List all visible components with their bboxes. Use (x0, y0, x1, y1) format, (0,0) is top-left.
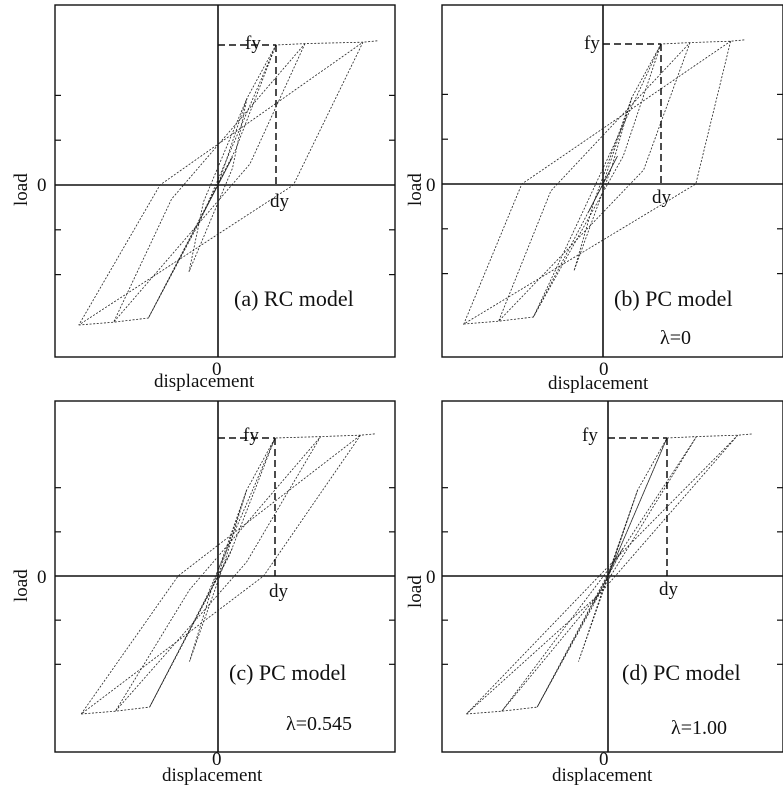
y-tick-zero: 0 (37, 567, 47, 588)
x-axis-label: displacement (154, 371, 255, 392)
fy-label: fy (245, 33, 261, 54)
envelope-curve (463, 39, 746, 325)
panel-caption: (b) PC model (614, 286, 733, 311)
hysteresis-loop (466, 434, 739, 715)
x-tick-zero: 0 (599, 749, 609, 770)
chart-panel-b: load 0 0 displacement fy dy (b) PC model… (392, 0, 783, 396)
hysteresis-loop (148, 44, 277, 319)
y-axis-label: load (405, 173, 426, 206)
y-axis-label: load (11, 173, 32, 206)
y-tick-zero: 0 (426, 175, 436, 196)
x-tick-zero: 0 (599, 359, 609, 380)
panel-caption: (a) RC model (234, 286, 354, 311)
fy-label: fy (582, 425, 598, 446)
plot-frame (54, 4, 396, 358)
y-axis-label: load (11, 569, 32, 602)
envelope-curve (466, 433, 753, 715)
hysteresis-loop (78, 41, 364, 326)
x-tick-zero: 0 (212, 749, 222, 770)
envelope-curve (81, 433, 375, 715)
panel-caption: (d) PC model (622, 660, 741, 685)
x-tick-zero: 0 (212, 359, 222, 380)
chart-panel-d: load 0 0 displacement fy dy (d) PC model… (392, 396, 783, 792)
envelope-curve (78, 40, 378, 326)
chart-plot-b (441, 4, 783, 358)
plot-frame (441, 4, 783, 358)
dy-label: dy (270, 191, 289, 212)
hysteresis-loop (149, 437, 276, 708)
hysteresis-loop (188, 98, 248, 272)
hysteresis-loop (573, 97, 633, 271)
lambda-label: λ=0.545 (286, 713, 352, 735)
chart-plot-d (441, 400, 783, 753)
y-tick-zero: 0 (37, 175, 47, 196)
chart-plot-c (54, 400, 396, 753)
hysteresis-loop (501, 436, 697, 712)
chart-panel-a: load 0 0 displacement fy dy (a) RC model (0, 0, 396, 396)
hysteresis-loop (533, 43, 662, 318)
lambda-label: λ=0 (660, 327, 691, 349)
x-axis-label: displacement (552, 765, 653, 786)
lambda-label: λ=1.00 (671, 717, 727, 739)
y-axis-label: load (405, 575, 426, 608)
hysteresis-loop (498, 42, 691, 322)
chart-panel-c: load 0 0 displacement fy dy (c) PC model… (0, 396, 396, 792)
dy-label: dy (652, 187, 671, 208)
hysteresis-loop (115, 436, 321, 712)
y-tick-zero: 0 (426, 567, 436, 588)
x-axis-label: displacement (162, 765, 263, 786)
hysteresis-loop (536, 437, 668, 708)
hysteresis-loop (462, 40, 731, 325)
chart-plot-a (54, 4, 396, 358)
fy-label: fy (584, 33, 600, 54)
x-axis-label: displacement (548, 373, 649, 394)
hysteresis-loop (113, 43, 306, 323)
panel-caption: (c) PC model (229, 660, 347, 685)
dy-label: dy (659, 579, 678, 600)
fy-label: fy (243, 425, 259, 446)
dy-label: dy (269, 581, 288, 602)
